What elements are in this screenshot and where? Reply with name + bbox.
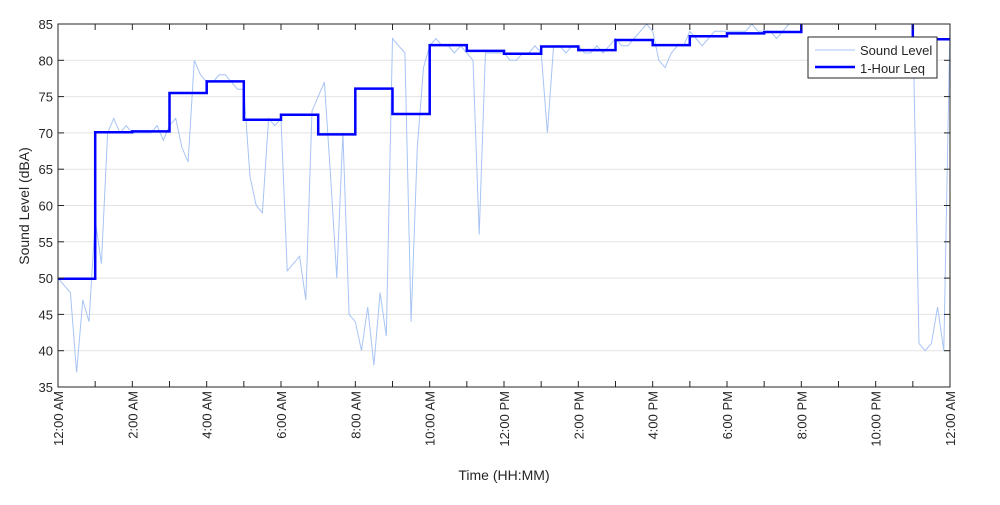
legend-label-leq: 1-Hour Leq [860,61,925,76]
y-tick-label: 85 [39,17,53,32]
y-tick-label: 80 [39,53,53,68]
x-axis-label: Time (HH:MM) [458,467,549,483]
y-tick-label: 40 [39,344,53,359]
y-tick-label: 35 [39,380,53,395]
x-tick-label: 2:00 AM [125,391,140,439]
x-tick-label: 2:00 PM [571,391,586,439]
plot-traces [58,24,950,373]
x-tick-label: 12:00 AM [51,391,66,446]
y-axis-label: Sound Level (dBA) [16,147,32,265]
leq-step-line [58,24,950,281]
x-tick-label: 4:00 AM [200,391,215,439]
y-tick-label: 75 [39,90,53,105]
legend-label-sound-level: Sound Level [860,43,932,58]
x-tick-label: 10:00 PM [869,391,884,447]
x-tick-label: 6:00 AM [274,391,289,439]
legend-box [807,36,938,79]
x-tick-label: 10:00 AM [423,391,438,446]
axes: 35 40 45 50 55 60 65 70 75 80 85 12:00 AM 2:00 AM 4:0… [39,17,958,447]
legend: Sound Level 1-Hour Leq [807,36,938,79]
x-tick-label: 4:00 PM [646,391,661,439]
y-tick-label: 60 [39,199,53,214]
x-tick-label: 12:00 PM [497,391,512,447]
y-tick-label: 55 [39,235,53,250]
grid-lines [58,59,950,352]
x-tick-label: 8:00 PM [794,391,809,439]
plot-frame [57,23,951,388]
y-tick-label: 50 [39,271,53,286]
x-tick-label: 8:00 AM [348,391,363,439]
x-tick-label: 6:00 PM [720,391,735,439]
y-tick-label: 45 [39,307,53,322]
y-tick-label: 65 [39,162,53,177]
y-tick-label: 70 [39,126,53,141]
x-tick-label: 12:00 AM [943,391,958,446]
